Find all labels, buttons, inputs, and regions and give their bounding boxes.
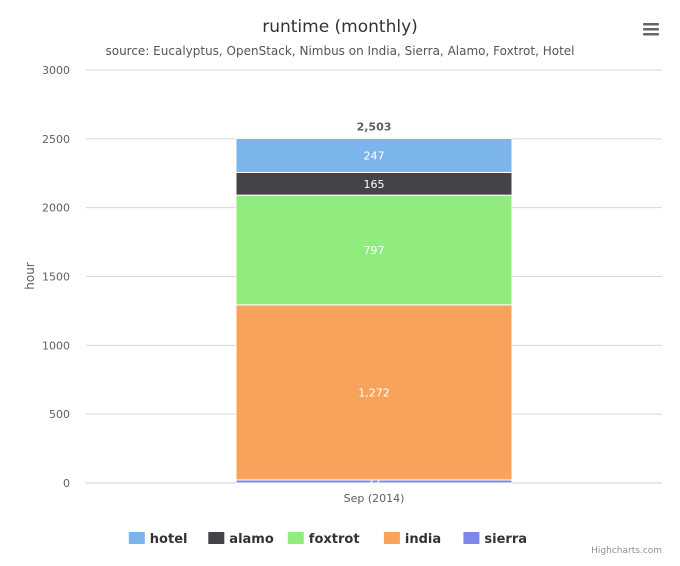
data-label-alamo: 165 bbox=[364, 178, 385, 191]
legend-swatch bbox=[287, 532, 304, 544]
data-label-hotel: 247 bbox=[364, 149, 385, 162]
chart-title: runtime (monthly) bbox=[262, 17, 418, 37]
legend-swatch bbox=[463, 532, 480, 544]
legend-label: sierra bbox=[484, 532, 527, 547]
legend-item-india[interactable]: india bbox=[383, 532, 441, 547]
y-tick-label: 2500 bbox=[42, 133, 70, 146]
legend-label: hotel bbox=[150, 532, 188, 547]
y-axis-ticks: 0 500 1000 1500 2000 2500 3000 bbox=[42, 64, 70, 490]
x-tick-label: Sep (2014) bbox=[344, 492, 405, 505]
y-tick-label: 500 bbox=[49, 408, 70, 421]
legend-item-foxtrot[interactable]: foxtrot bbox=[287, 532, 360, 547]
x-axis-ticks: Sep (2014) bbox=[344, 492, 405, 505]
data-label-foxtrot: 797 bbox=[364, 244, 385, 257]
y-tick-label: 0 bbox=[63, 477, 70, 490]
legend-item-alamo[interactable]: alamo bbox=[208, 532, 274, 547]
y-tick-label: 2000 bbox=[42, 202, 70, 215]
credits[interactable]: Highcharts.com bbox=[591, 546, 662, 556]
chart-subtitle: source: Eucalyptus, OpenStack, Nimbus on… bbox=[105, 44, 574, 58]
stack-total-label: 2,503 bbox=[357, 120, 392, 133]
legend-label: foxtrot bbox=[309, 532, 360, 547]
y-tick-label: 1500 bbox=[42, 271, 70, 284]
legend-item-hotel[interactable]: hotel bbox=[128, 532, 188, 547]
y-tick-label: 3000 bbox=[42, 64, 70, 77]
legend-label: alamo bbox=[229, 532, 274, 547]
legend-swatch bbox=[383, 532, 400, 544]
legend-swatch bbox=[208, 532, 225, 544]
legend: hotel alamo foxtrot india sierra bbox=[128, 532, 527, 547]
bar-segment-india[interactable] bbox=[235, 304, 513, 481]
hamburger-menu-icon[interactable] bbox=[636, 16, 666, 42]
bar-segment-hotel[interactable] bbox=[235, 137, 513, 173]
legend-swatch bbox=[128, 532, 145, 544]
y-axis-title: hour bbox=[23, 262, 37, 290]
data-label-india: 1,272 bbox=[358, 386, 390, 399]
legend-label: india bbox=[405, 532, 441, 547]
y-tick-label: 1000 bbox=[42, 339, 70, 352]
legend-item-sierra[interactable]: sierra bbox=[463, 532, 527, 547]
bar-segment-foxtrot[interactable] bbox=[235, 194, 513, 306]
